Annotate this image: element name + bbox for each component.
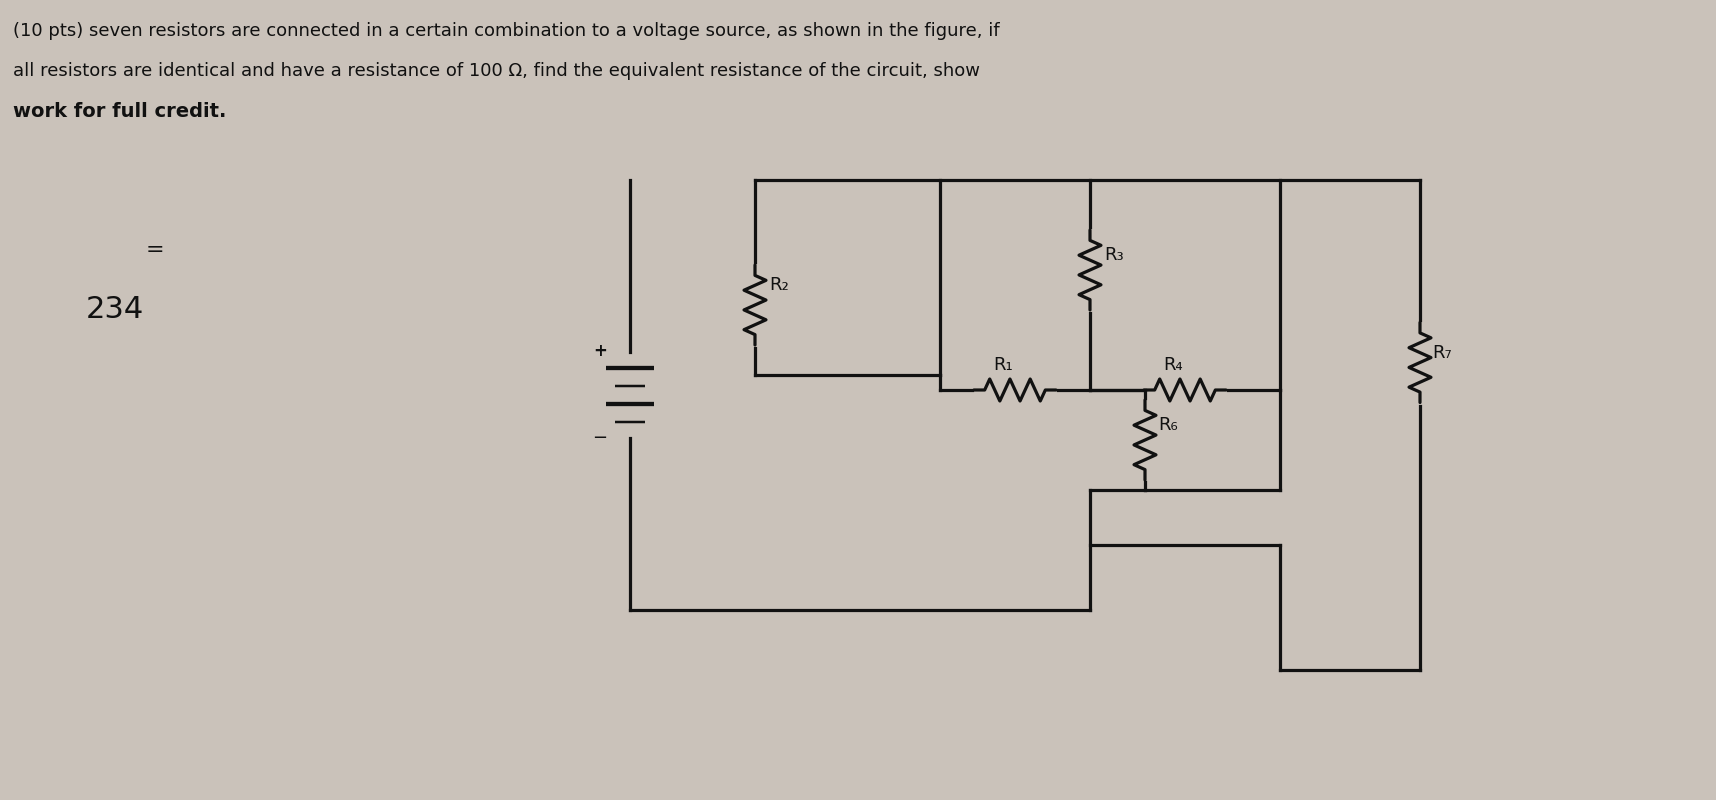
Text: all resistors are identical and have a resistance of 100 Ω, find the equivalent : all resistors are identical and have a r… <box>14 62 980 80</box>
Text: R₄: R₄ <box>1163 356 1182 374</box>
Text: R₁: R₁ <box>994 356 1012 374</box>
Text: =: = <box>146 240 165 260</box>
Text: (10 pts) seven resistors are connected in a certain combination to a voltage sou: (10 pts) seven resistors are connected i… <box>14 22 1000 40</box>
Text: +: + <box>594 342 607 361</box>
Text: work for full credit.: work for full credit. <box>14 102 227 121</box>
Text: R₃: R₃ <box>1103 246 1124 264</box>
Text: R₆: R₆ <box>1158 416 1177 434</box>
Text: R₇: R₇ <box>1431 343 1452 362</box>
Text: 234: 234 <box>86 295 144 325</box>
Text: R₂: R₂ <box>769 276 789 294</box>
Text: −: − <box>592 430 607 447</box>
